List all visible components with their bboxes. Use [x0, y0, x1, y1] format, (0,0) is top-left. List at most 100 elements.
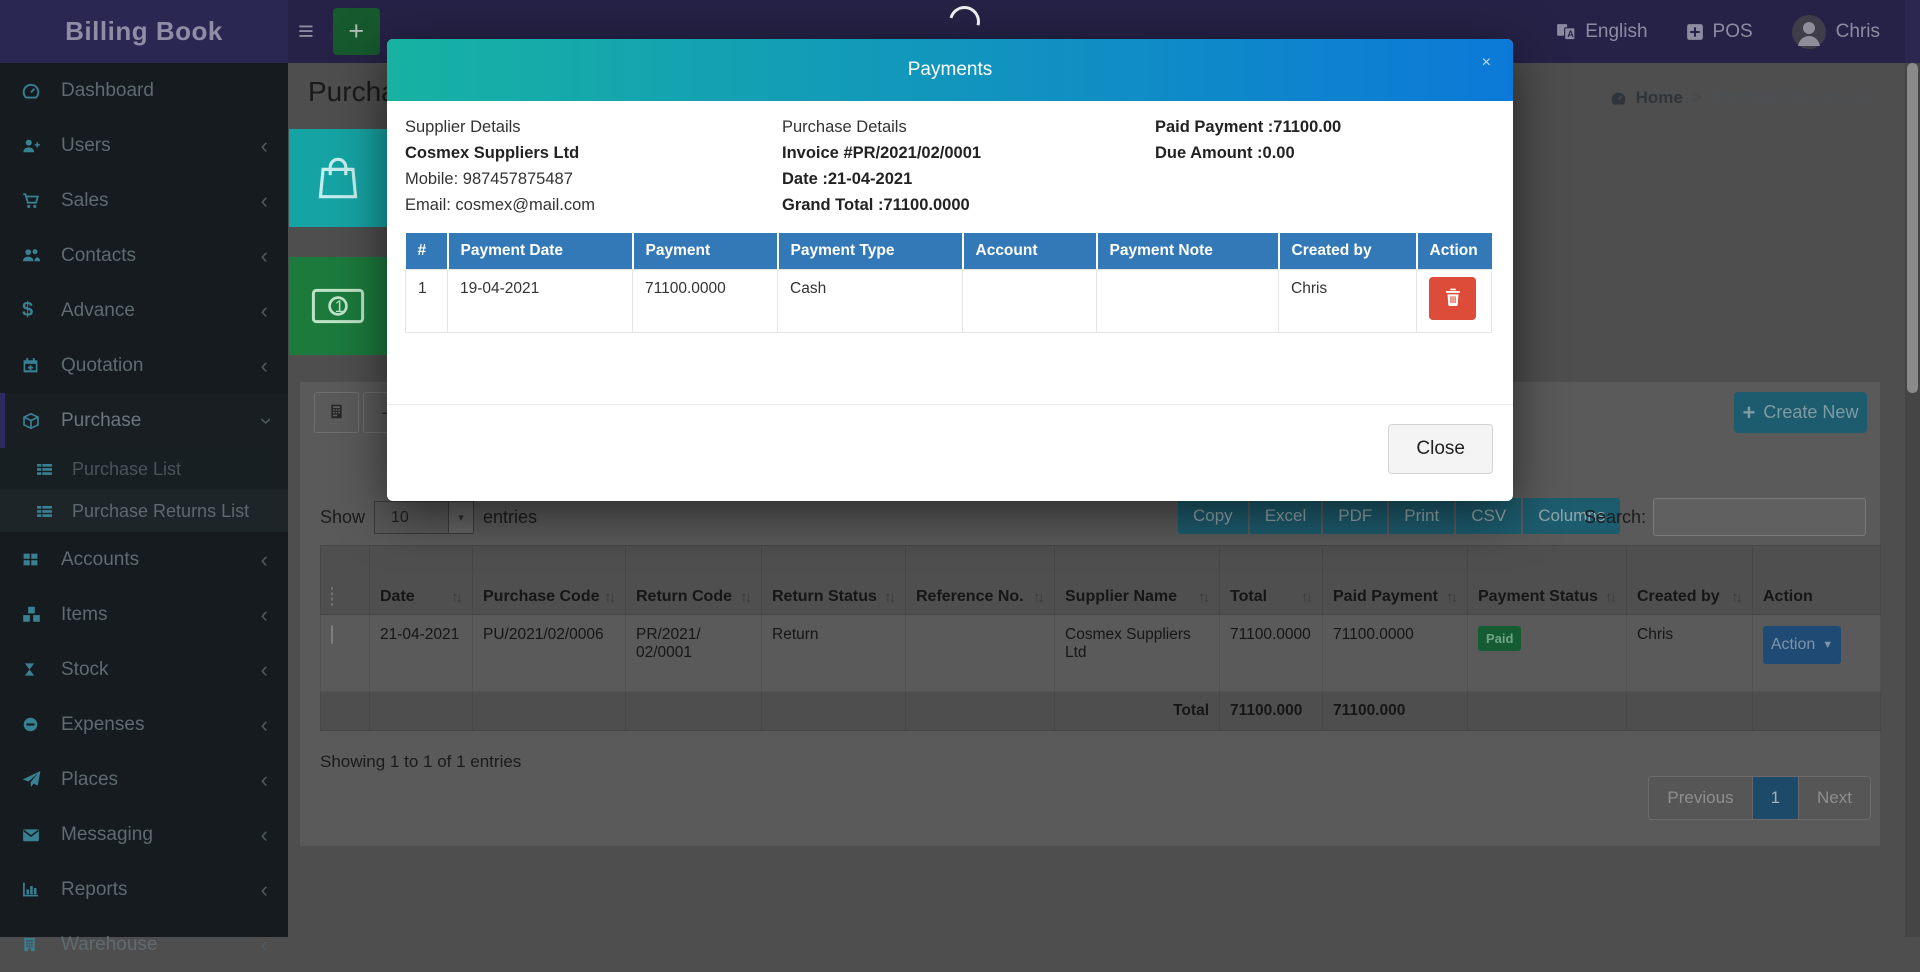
supplier-email: Email: cosmex@mail.com: [405, 196, 596, 214]
scrollbar-thumb[interactable]: [1907, 63, 1918, 393]
row-action-button[interactable]: Action ▼: [1763, 626, 1841, 664]
col-header-payment-status[interactable]: Payment Status ↑↓: [1467, 545, 1627, 615]
close-button[interactable]: Close: [1388, 424, 1493, 474]
col-header-purchase-code[interactable]: Purchase Code ↑↓: [472, 545, 626, 615]
sidebar-item-accounts[interactable]: Accounts ‹: [0, 532, 288, 587]
columns-button[interactable]: Columns: [1523, 498, 1621, 534]
col-header-created-by: Created by: [1278, 233, 1418, 270]
status-badge: Paid: [1478, 626, 1522, 651]
excel-button[interactable]: Excel: [1249, 498, 1322, 534]
sidebar-item-purchase[interactable]: Purchase ‹: [0, 393, 288, 448]
sort-icon: ↑↓: [1605, 589, 1617, 606]
total-paid: 71100.000: [1322, 691, 1468, 731]
sidebar-item-messaging[interactable]: Messaging ‹: [0, 807, 288, 862]
purchase-grand-total: Grand Total :71100.0000: [782, 196, 970, 214]
pos-menu[interactable]: POS: [1686, 21, 1753, 43]
quick-add-button[interactable]: +: [332, 8, 380, 55]
cell-paid-payment: 71100.0000: [1322, 614, 1468, 692]
pagination-page-1[interactable]: 1: [1752, 777, 1800, 819]
pagination-previous[interactable]: Previous: [1649, 777, 1753, 819]
sort-icon: ↑↓: [604, 589, 616, 606]
create-new-button[interactable]: + Create New: [1734, 392, 1867, 433]
breadcrumb-home-link[interactable]: Home: [1635, 88, 1683, 107]
col-header-payment: Payment: [632, 233, 779, 270]
sidebar-item-purchase-returns-list[interactable]: Purchase Returns List: [0, 490, 288, 532]
close-icon[interactable]: ×: [1481, 54, 1491, 71]
sidebar-item-quotation[interactable]: Quotation ‹: [0, 338, 288, 393]
payments-table: # Payment Date Payment Payment Type Acco…: [405, 233, 1492, 333]
sidebar-item-reports[interactable]: Reports ‹: [0, 862, 288, 917]
col-header-paid-payment[interactable]: Paid Payment ↑↓: [1322, 545, 1468, 615]
sidebar-toggle-icon[interactable]: ≡: [298, 16, 314, 46]
svg-text:1: 1: [335, 298, 344, 316]
cell-return-status: Return: [761, 614, 906, 692]
chevron-left-icon: ‹: [260, 766, 268, 792]
page-size-select[interactable]: 10 ▾: [374, 501, 475, 534]
print-button[interactable]: Print: [1389, 498, 1455, 534]
cell-return-code: PR/2021/02/0001: [625, 614, 762, 692]
sidebar-item-stock[interactable]: Stock ‹: [0, 642, 288, 697]
supplier-details-heading: Supplier Details: [405, 118, 521, 136]
sort-icon: ↑↓: [740, 589, 752, 606]
sidebar-item-advance[interactable]: $ Advance ‹: [22, 297, 268, 323]
paid-payment: Paid Payment :71100.00: [1155, 118, 1342, 136]
col-header-action: Action: [1752, 545, 1881, 615]
plus-square-icon: [1686, 23, 1704, 41]
copy-button[interactable]: Copy: [1178, 498, 1248, 534]
minus-circle-icon: [22, 716, 48, 733]
avatar: [1791, 14, 1827, 50]
modal-footer: Close: [387, 404, 1513, 501]
chevron-down-icon: ▾: [448, 502, 474, 533]
minus-icon: –: [381, 405, 390, 420]
sidebar-item-users[interactable]: Users ‹: [0, 118, 288, 173]
sidebar-item-dashboard[interactable]: Dashboard: [0, 63, 288, 118]
row-checkbox[interactable]: [331, 625, 333, 644]
chevron-left-icon: ‹: [260, 546, 268, 572]
user-menu[interactable]: Chris: [1791, 14, 1880, 50]
col-header-supplier-name[interactable]: Supplier Name ↑↓: [1054, 545, 1220, 615]
sidebar-item-purchase-list[interactable]: Purchase List: [0, 448, 288, 490]
sidebar-item-places[interactable]: Places ‹: [0, 752, 288, 807]
sidebar-item-items[interactable]: Items ‹: [0, 587, 288, 642]
sidebar-item-contacts[interactable]: Contacts ‹: [0, 228, 288, 283]
col-header-return-status[interactable]: Return Status ↑↓: [761, 545, 906, 615]
language-menu[interactable]: A English: [1556, 21, 1648, 43]
table-row: 21-04-2021 PU/2021/02/0006 PR/2021/02/00…: [320, 614, 1881, 692]
grid-icon: [22, 551, 48, 568]
select-all-checkbox[interactable]: [331, 587, 333, 606]
search-control: Search:: [1584, 498, 1866, 536]
hourglass-icon: [22, 662, 48, 677]
calculator-icon: [329, 404, 344, 422]
csv-button[interactable]: CSV: [1456, 498, 1522, 534]
chevron-left-icon: ‹: [260, 656, 268, 682]
cubes-icon: [22, 605, 48, 624]
col-header-created-by[interactable]: Created by ↑↓: [1626, 545, 1753, 615]
scrollbar: [1905, 0, 1920, 937]
col-header-payment-type: Payment Type: [777, 233, 964, 270]
search-input[interactable]: [1653, 498, 1866, 536]
pagination-next[interactable]: Next: [1817, 788, 1852, 807]
cart-icon: [22, 192, 48, 210]
chevron-left-icon: ‹: [260, 242, 268, 268]
delete-payment-button[interactable]: [1429, 277, 1476, 320]
cell-created-by: Chris: [1278, 269, 1417, 333]
col-header-total[interactable]: Total ↑↓: [1219, 545, 1323, 615]
shopping-bag-icon: [289, 129, 387, 227]
col-header-account: Account: [962, 233, 1098, 270]
toolbar-calculator-button[interactable]: [314, 392, 359, 433]
chevron-left-icon: ‹: [260, 352, 268, 378]
col-header-reference-no[interactable]: Reference No. ↑↓: [905, 545, 1055, 615]
sidebar-item-warehouse[interactable]: Warehouse ‹: [0, 917, 288, 972]
supplier-name: Cosmex Suppliers Ltd: [405, 144, 580, 162]
modal-title: Payments: [907, 59, 993, 80]
col-header-return-code[interactable]: Return Code ↑↓: [625, 545, 762, 615]
list-icon: [36, 461, 60, 478]
sidebar-item-sales[interactable]: Sales ‹: [0, 173, 288, 228]
user-name: Chris: [1835, 20, 1880, 42]
purchase-invoice: Invoice #PR/2021/02/0001: [782, 144, 982, 162]
purchase-details-heading: Purchase Details: [782, 118, 907, 136]
col-header-date[interactable]: Date ↑↓: [369, 545, 473, 615]
col-header-select[interactable]: [320, 545, 370, 615]
sidebar-item-expenses[interactable]: Expenses ‹: [0, 697, 288, 752]
pdf-button[interactable]: PDF: [1323, 498, 1388, 534]
